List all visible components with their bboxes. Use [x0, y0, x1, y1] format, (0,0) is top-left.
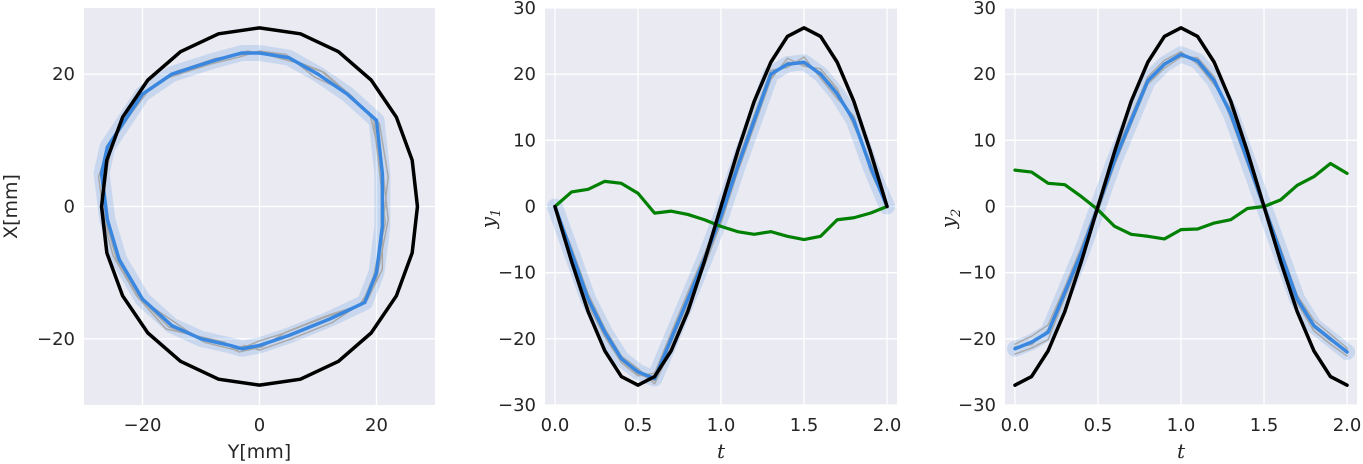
x-tick-label: 2.0	[1333, 415, 1362, 436]
x-axis-label: t	[717, 439, 726, 463]
x-tick-label: 2.0	[873, 415, 902, 436]
panel-y1-time-series: 0.0 0.5 1.0 1.5 2.0 −30 −20 −10 0 10 20 30 t y1	[476, 0, 901, 463]
y-tick-label: −10	[498, 263, 536, 284]
x-tick-label: 0.5	[624, 415, 653, 436]
y-tick-label: 30	[973, 0, 996, 19]
y-axis-label: y1	[476, 209, 504, 230]
control-series-line	[553, 179, 889, 242]
y-axis-label: X[mm]	[0, 174, 22, 239]
y-tick-label: 20	[52, 64, 75, 85]
panel-y2-time-series: 0.0 0.5 1.0 1.5 2.0 −30 −20 −10 0 10 20 30 t y2	[936, 0, 1361, 463]
x-tick-label: 1.5	[1250, 415, 1279, 436]
y-tick-label: 10	[973, 130, 996, 151]
y-tick-label: −20	[958, 329, 996, 350]
y-tick-label: −30	[498, 395, 536, 416]
x-axis-label: Y[mm]	[227, 441, 291, 463]
y-tick-label: 0	[525, 197, 536, 218]
control-series-line	[1013, 161, 1349, 241]
y-tick-label: 20	[513, 64, 536, 85]
y-axis-label: y2	[936, 209, 964, 230]
y-tick-label: −20	[498, 329, 536, 350]
x-tick-label: 20	[365, 415, 388, 436]
x-axis-label: t	[1177, 439, 1186, 463]
x-tick-label: −20	[124, 415, 162, 436]
mean-series-line	[553, 60, 889, 381]
reference-series-line	[99, 26, 420, 387]
x-tick-label: 0.0	[1001, 415, 1030, 436]
y-tick-label: 0	[64, 197, 75, 218]
y-tick-label: −20	[37, 329, 75, 350]
x-tick-label: 1.0	[707, 415, 736, 436]
reference-series-line	[553, 26, 889, 387]
y-tick-label: −10	[958, 263, 996, 284]
x-tick-label: 0.0	[541, 415, 570, 436]
mean-series-line	[99, 51, 385, 351]
x-tick-label: 1.5	[790, 415, 819, 436]
reference-series-line	[1013, 26, 1349, 387]
trial-series-line	[554, 57, 888, 385]
panel-xy-trajectory: −20 0 20 −20 0 20 Y[mm] X[mm]	[0, 8, 435, 463]
y-tick-label: −30	[958, 395, 996, 416]
x-tick-label: 0	[254, 415, 265, 436]
mean-series-line	[1013, 52, 1349, 354]
y-tick-label: 0	[985, 197, 996, 218]
y-tick-label: 10	[513, 130, 536, 151]
x-tick-label: 1.0	[1167, 415, 1196, 436]
y-tick-label: 20	[973, 64, 996, 85]
x-tick-label: 0.5	[1084, 415, 1113, 436]
y-tick-label: 30	[513, 0, 536, 19]
